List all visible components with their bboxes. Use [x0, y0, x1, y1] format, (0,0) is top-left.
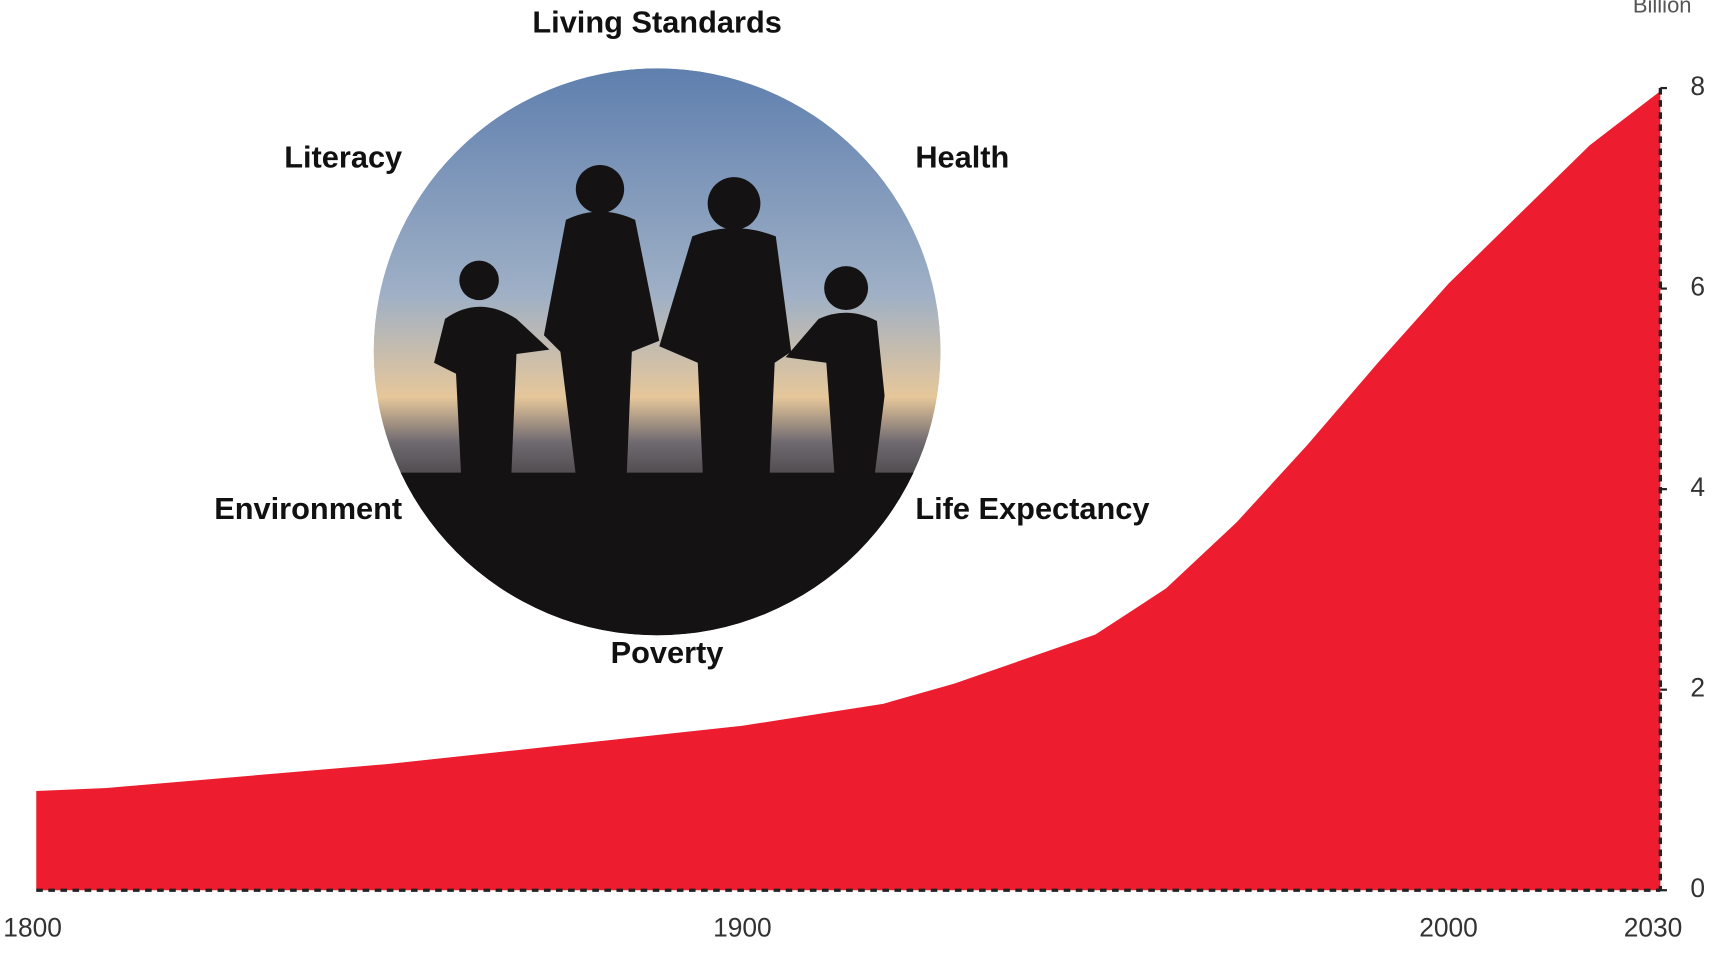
chart: Living Standards Literacy Health Environ… [0, 0, 1723, 953]
annotation: Living Standards [532, 4, 781, 39]
x-tick-label: 1900 [713, 913, 772, 943]
x-tick-label: 2030 [1624, 913, 1683, 943]
x-tick-label: 1800 [3, 913, 62, 943]
y-tick-label: 4 [1690, 472, 1705, 502]
annotation: Life Expectancy [915, 491, 1149, 526]
y-axis-label: Billion [1633, 0, 1692, 18]
x-tick-label: 2000 [1419, 913, 1478, 943]
annotation: Health [915, 140, 1009, 175]
y-tick-label: 6 [1690, 272, 1705, 302]
annotation: Literacy [284, 140, 402, 175]
page: Living Standards Literacy Health Environ… [0, 0, 1723, 953]
photo [374, 68, 945, 648]
y-tick-label: 2 [1690, 673, 1705, 703]
annotation: Poverty [611, 635, 724, 670]
annotation: Environment [214, 491, 402, 526]
y-tick-label: 8 [1690, 71, 1705, 101]
y-tick-label: 0 [1690, 873, 1705, 903]
